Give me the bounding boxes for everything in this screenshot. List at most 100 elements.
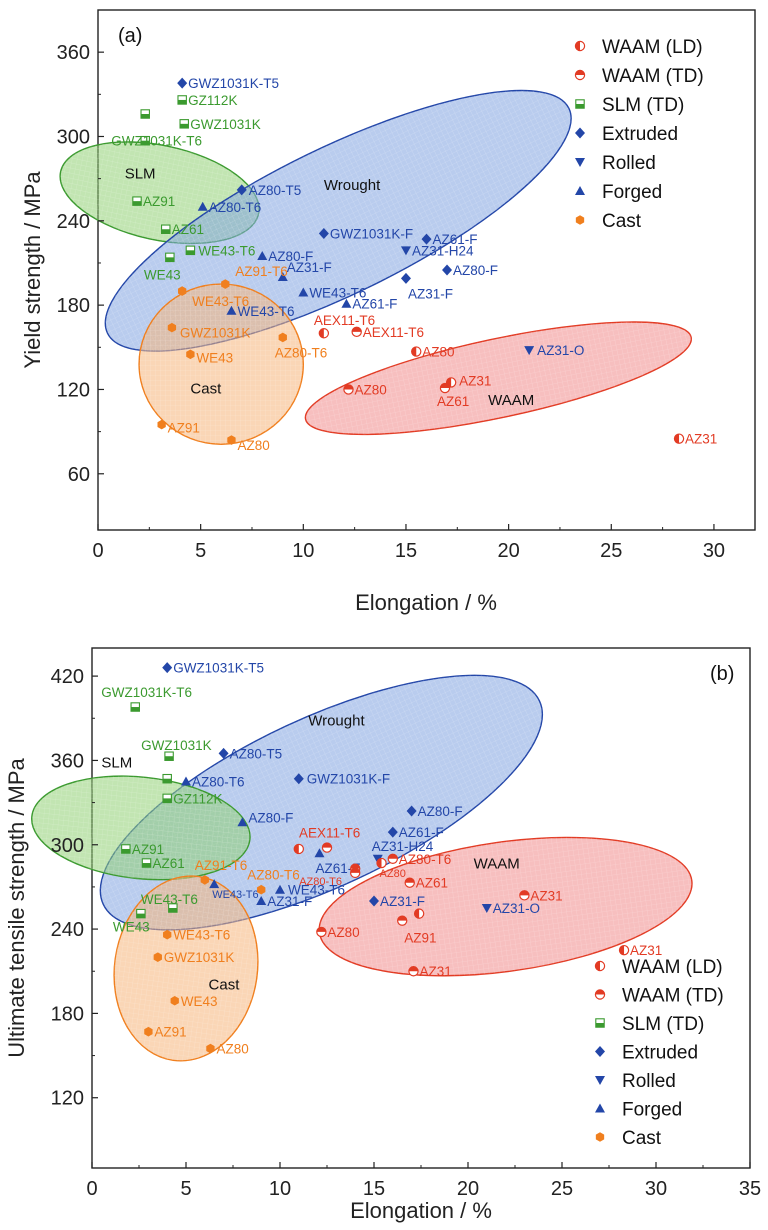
point-label: AZ80-F	[418, 804, 463, 819]
legend-marker-cast	[595, 1132, 605, 1142]
legend-marker-waam_td	[594, 989, 606, 1000]
y-tick-label: 360	[57, 42, 90, 64]
point-label: WE43-T6	[141, 892, 198, 907]
data-point-cast	[186, 349, 195, 360]
point-label: AZ31-O	[493, 901, 540, 916]
legend-item-cast: Cast	[602, 211, 642, 232]
legend-marker-rolled	[575, 158, 585, 167]
point-label: AZ61-F	[433, 232, 478, 247]
point-label: AZ31-H24	[372, 839, 434, 854]
y-tick-label: 120	[57, 379, 90, 401]
x-tick-label: 25	[551, 1178, 573, 1200]
group-region-texture	[139, 284, 304, 445]
x-tick-label: 5	[180, 1178, 191, 1200]
x-tick-label: 0	[86, 1178, 97, 1200]
x-tick-label: 20	[457, 1178, 479, 1200]
y-tick-label: 240	[51, 919, 84, 941]
data-point-rolled	[524, 346, 535, 356]
group-region-texture	[305, 321, 692, 435]
data-point-waam_ld	[376, 857, 387, 869]
data-point-extruded	[318, 227, 329, 239]
point-label: AZ91	[154, 1025, 186, 1040]
data-point-extruded	[406, 805, 417, 817]
y-tick-label: 60	[68, 464, 90, 486]
point-label: AZ31-F	[287, 260, 332, 275]
data-point-slm_td	[132, 196, 142, 206]
data-point-extruded	[387, 826, 398, 838]
data-point-cast	[163, 929, 172, 940]
y-tick-label: 240	[57, 211, 90, 233]
point-label: AZ91-T6	[195, 858, 248, 873]
x-tick-label: 25	[600, 540, 622, 562]
data-point-waam_td	[321, 842, 333, 853]
legend-marker-extruded	[595, 1046, 605, 1057]
data-point-extruded	[162, 662, 173, 674]
data-point-forged	[256, 895, 267, 905]
legend-item-forged: Forged	[622, 1100, 682, 1121]
data-point-cast	[144, 1026, 153, 1037]
point-label: AZ80-F	[453, 263, 498, 278]
point-label: GWZ1031K-T6	[111, 134, 202, 149]
point-label: GZ112K	[188, 93, 237, 108]
x-tick-label: 15	[395, 540, 417, 562]
legend-marker-forged	[595, 1103, 605, 1113]
point-label: AZ91	[143, 194, 175, 209]
data-point-slm_td	[162, 773, 172, 784]
point-label: AZ61-F	[315, 861, 360, 876]
group-label-waam: WAAM	[488, 392, 534, 409]
point-label: AZ80	[237, 438, 269, 453]
data-point-extruded	[400, 272, 411, 284]
data-point-waam_td	[316, 926, 327, 938]
legend-marker-waam_ld	[574, 40, 586, 52]
data-point-waam_td	[350, 867, 361, 879]
y-tick-label: 120	[51, 1088, 84, 1110]
data-point-forged	[181, 776, 191, 786]
point-label: GWZ1031K	[164, 950, 235, 965]
group-label-wrought: Wrought	[324, 177, 381, 194]
point-label: GWZ1031K	[141, 738, 212, 753]
yield-strength-chart: SLM Wrought Cast WAAM GWZ1031K-T5 GZ112K GWZ1…	[20, 9, 756, 615]
data-point-rolled	[481, 904, 492, 913]
point-label: AZ61	[437, 394, 469, 409]
legend-item-waam_ld: WAAM (LD)	[602, 37, 703, 58]
point-label: AZ80	[380, 868, 406, 880]
x-tick-label: 15	[363, 1178, 385, 1200]
data-point-waam_td	[343, 384, 354, 395]
group-label-slm: SLM	[101, 754, 132, 771]
group-label-wrought: Wrought	[308, 712, 365, 729]
point-label: AZ91-T6	[235, 264, 288, 279]
data-point-waam_td	[408, 966, 419, 977]
data-point-waam_td	[351, 326, 362, 338]
group-label-cast: Cast	[209, 977, 241, 994]
legend-item-extruded: Extruded	[622, 1043, 698, 1064]
legend-item-waam_ld: WAAM (LD)	[622, 957, 723, 978]
data-point-slm_td	[168, 903, 178, 913]
x-axis-label-b: Elongation / %	[350, 1198, 492, 1223]
point-label: AZ31	[685, 432, 717, 447]
legend-item-rolled: Rolled	[622, 1071, 676, 1092]
legend-item-extruded: Extruded	[602, 124, 678, 145]
data-point-waam_ld	[318, 328, 330, 339]
x-tick-label: 10	[292, 540, 314, 562]
data-point-slm_td	[161, 224, 171, 234]
point-label: AZ31	[419, 964, 451, 979]
legend-marker-waam_td	[574, 69, 586, 81]
legend-marker-rolled	[595, 1076, 605, 1085]
data-point-slm_td	[162, 793, 172, 804]
data-point-extruded	[236, 184, 247, 196]
group-label-slm: SLM	[125, 166, 156, 183]
point-label: AZ91	[132, 842, 164, 857]
legend-item-rolled: Rolled	[602, 153, 656, 174]
legend-marker-extruded	[575, 127, 585, 139]
point-label: AZ80-T5	[249, 183, 302, 198]
group-label-cast: Cast	[190, 381, 222, 398]
y-tick-label: 300	[51, 835, 84, 857]
data-point-cast	[178, 286, 187, 296]
point-label: GWZ1031K	[180, 326, 251, 341]
data-point-slm_td	[177, 95, 187, 105]
point-label: GWZ1031K	[190, 117, 261, 132]
point-label: AZ31	[459, 373, 491, 388]
data-point-forged	[341, 298, 352, 308]
point-label: WE43-T6	[198, 243, 255, 258]
point-label: AZ61	[416, 876, 448, 891]
